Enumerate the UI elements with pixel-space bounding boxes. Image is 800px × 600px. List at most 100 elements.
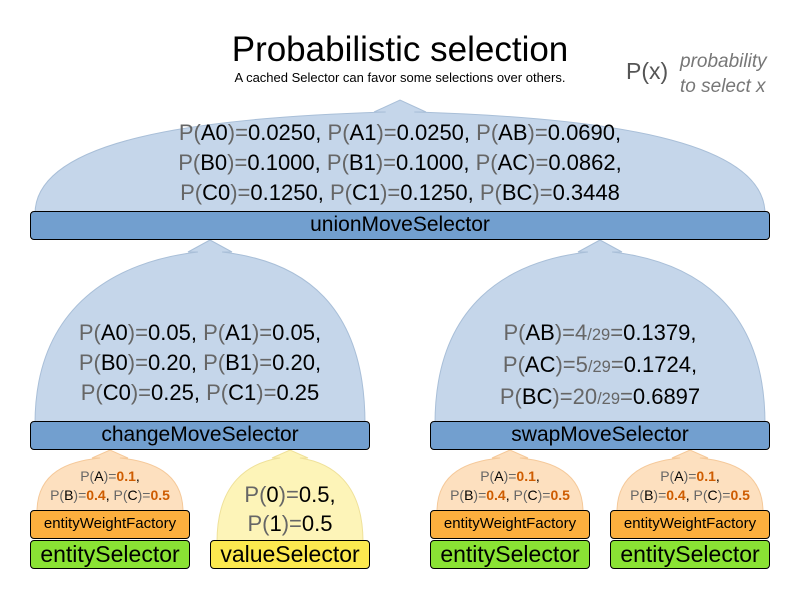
union-dome bbox=[34, 99, 766, 215]
event-name: AB bbox=[525, 320, 555, 345]
equals-sign: )= bbox=[251, 350, 273, 375]
event-name: C bbox=[127, 487, 138, 503]
equals-sign: )= bbox=[473, 487, 487, 503]
probability-line: P(A0)=0.05, P(A1)=0.05, bbox=[78, 320, 322, 345]
probability-line: P(A)=0.1, bbox=[80, 468, 140, 484]
equals-sign: )= bbox=[137, 487, 151, 503]
change-move-selector: changeMoveSelector bbox=[30, 421, 370, 450]
event-name: A0 bbox=[200, 120, 228, 145]
equals-sign: = bbox=[620, 384, 633, 409]
entity-weight-factory: entityWeightFactory bbox=[430, 510, 590, 539]
event-name: B bbox=[644, 487, 654, 503]
legend-line-2: to select x bbox=[680, 76, 766, 97]
event-name: C0 bbox=[102, 380, 131, 405]
equals-sign: )= bbox=[554, 320, 576, 345]
entity-weight-factory: entityWeightFactory bbox=[30, 510, 190, 539]
probability-value: 0.6897 bbox=[632, 384, 701, 409]
probability-value: 0.1000 bbox=[247, 150, 315, 175]
entity-weight-probabilities: P(A)=0.1, P(B)=0.4, P(C)=0.5 bbox=[30, 467, 190, 505]
equals-sign: )= bbox=[281, 511, 302, 536]
equals-sign: )= bbox=[376, 120, 397, 145]
probability-prefix: P( bbox=[480, 468, 495, 484]
probability-prefix: P( bbox=[476, 120, 499, 145]
entity-weight-dome bbox=[36, 449, 184, 513]
equals-sign: )= bbox=[527, 120, 548, 145]
event-name: B1 bbox=[348, 150, 376, 175]
probability-line: P(A)=0.1, bbox=[660, 468, 720, 484]
probability-prefix: P( bbox=[113, 487, 128, 503]
probability-value: 0.05 bbox=[147, 320, 191, 345]
event-name: C1 bbox=[228, 380, 257, 405]
probability-value: 0.25 bbox=[276, 380, 320, 405]
probability-prefix: P( bbox=[178, 120, 201, 145]
probability-prefix: P( bbox=[660, 468, 675, 484]
event-name: AC bbox=[524, 352, 556, 377]
entity-selector: entitySelector bbox=[30, 540, 190, 569]
probability-prefix: P( bbox=[244, 482, 267, 507]
probability-prefix: P( bbox=[326, 150, 349, 175]
equals-sign: )= bbox=[503, 468, 517, 484]
event-name: AB bbox=[498, 120, 528, 145]
probability-line: P(B)=0.4, P(C)=0.5 bbox=[450, 487, 570, 503]
probability-value: 0.1250 bbox=[250, 180, 318, 205]
probability-line: P(C0)=0.25, P(C1)=0.25 bbox=[80, 380, 320, 405]
probability-prefix: P( bbox=[203, 320, 226, 345]
probability-prefix: P( bbox=[180, 180, 203, 205]
probability-line: P(AC)=5/29=0.1724, bbox=[502, 352, 698, 377]
probability-prefix: P( bbox=[513, 487, 528, 503]
equals-sign: )= bbox=[127, 320, 148, 345]
value-selector: valueSelector bbox=[210, 540, 370, 569]
event-name: B0 bbox=[200, 150, 228, 175]
value-dome bbox=[216, 449, 364, 543]
page-subtitle: A cached Selector can favor some selecti… bbox=[234, 70, 566, 85]
legend-description: probability to select x bbox=[680, 49, 767, 99]
event-name: AC bbox=[497, 150, 529, 175]
equals-sign: )= bbox=[555, 352, 576, 377]
entity-selector: entitySelector bbox=[610, 540, 770, 569]
probability-value: 0.5 bbox=[298, 482, 330, 507]
probability-value: 0.1 bbox=[516, 468, 536, 484]
event-name: A1 bbox=[349, 120, 377, 145]
equals-sign: )= bbox=[532, 180, 553, 205]
page-title: Probabilistic selection bbox=[231, 30, 569, 69]
probability-prefix: P( bbox=[206, 380, 229, 405]
probability-prefix: P( bbox=[479, 180, 502, 205]
equals-sign: )= bbox=[130, 380, 152, 405]
probability-value: 0.1000 bbox=[396, 150, 464, 175]
equals-sign: )= bbox=[537, 487, 551, 503]
probability-value: 0.0862 bbox=[548, 150, 616, 175]
probability-value: 0.05 bbox=[272, 320, 315, 345]
equals-sign: = bbox=[610, 352, 624, 377]
probability-prefix: P( bbox=[327, 120, 350, 145]
fraction-numerator: 20 bbox=[572, 384, 598, 409]
probability-prefix: P( bbox=[80, 380, 103, 405]
probability-line: P(AB)=4/29=0.1379, bbox=[503, 320, 697, 345]
fraction-denominator: /29 bbox=[597, 390, 620, 408]
probability-prefix: P( bbox=[693, 487, 708, 503]
probability-line: P(B)=0.4, P(C)=0.5 bbox=[630, 487, 750, 503]
equals-sign: )= bbox=[230, 180, 251, 205]
probability-value: 0.0690 bbox=[547, 120, 616, 145]
probability-line: P(B)=0.4, P(C)=0.5 bbox=[50, 487, 170, 503]
probability-line: P(BC)=20/29=0.6897 bbox=[430, 382, 770, 414]
probability-prefix: P( bbox=[247, 511, 270, 536]
change-probabilities: P(A0)=0.05, P(A1)=0.05, P(B0)=0.20, P(B1)… bbox=[30, 318, 370, 408]
equals-sign: )= bbox=[256, 380, 277, 405]
legend-symbol: P(x) bbox=[626, 58, 669, 84]
probability-prefix: P( bbox=[80, 468, 95, 484]
equals-sign: )= bbox=[375, 150, 397, 175]
equals-sign: )= bbox=[528, 150, 549, 175]
probability-prefix: P( bbox=[450, 487, 465, 503]
probability-line: P(B0)=0.1000, P(B1)=0.1000, P(AC)=0.0862… bbox=[178, 150, 622, 175]
probability-value: 0.5 bbox=[550, 487, 570, 503]
probability-prefix: P( bbox=[502, 352, 525, 377]
probability-prefix: P( bbox=[50, 487, 65, 503]
event-name: C bbox=[527, 487, 538, 503]
probability-prefix: P( bbox=[329, 180, 352, 205]
probability-value: 0.20 bbox=[272, 350, 315, 375]
probability-line: P(0)=0.5, bbox=[244, 482, 336, 507]
event-name: A0 bbox=[100, 320, 128, 345]
event-name: BC bbox=[521, 384, 553, 409]
fraction-denominator: /29 bbox=[587, 326, 611, 344]
